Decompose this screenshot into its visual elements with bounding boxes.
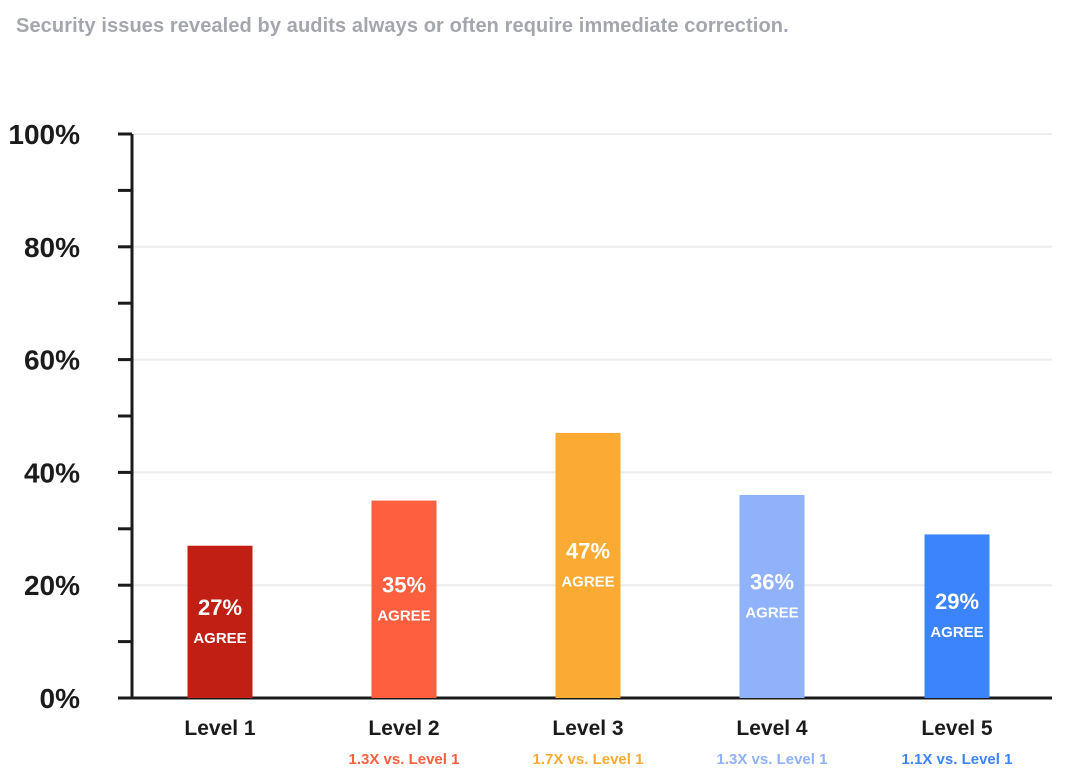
bar-sublabel: AGREE bbox=[930, 624, 983, 641]
comparison-label: 1.7X vs. Level 1 bbox=[533, 751, 644, 768]
y-tick-label: 0% bbox=[40, 683, 81, 714]
x-tick-label: Level 1 bbox=[184, 717, 256, 740]
bar-level-3 bbox=[555, 432, 621, 698]
bar-level-1 bbox=[187, 545, 253, 698]
bar-level-5 bbox=[924, 534, 990, 698]
bar-sublabel: AGREE bbox=[377, 607, 430, 624]
bar-sublabel: AGREE bbox=[561, 573, 614, 590]
bar-value-label: 36% bbox=[750, 569, 794, 594]
bar-sublabel: AGREE bbox=[193, 630, 246, 647]
y-tick-label: 60% bbox=[24, 345, 80, 376]
x-tick-label: Level 3 bbox=[552, 717, 623, 740]
bar-sublabel: AGREE bbox=[745, 604, 798, 621]
y-tick-label: 100% bbox=[8, 119, 80, 150]
bar-level-4 bbox=[739, 494, 805, 698]
y-tick-label: 20% bbox=[24, 570, 80, 601]
y-tick-label: 40% bbox=[24, 457, 80, 488]
bar-level-2 bbox=[371, 500, 437, 698]
bar-value-label: 27% bbox=[198, 595, 242, 620]
comparison-label: 1.3X vs. Level 1 bbox=[349, 751, 460, 768]
chart-subtitle: Security issues revealed by audits alway… bbox=[16, 15, 789, 37]
comparison-label: 1.3X vs. Level 1 bbox=[717, 751, 828, 768]
bar-value-label: 29% bbox=[935, 589, 979, 614]
x-tick-label: Level 2 bbox=[368, 717, 439, 740]
bar-value-label: 35% bbox=[382, 572, 426, 597]
y-tick-label: 80% bbox=[24, 232, 80, 263]
x-tick-label: Level 4 bbox=[736, 717, 808, 740]
x-tick-label: Level 5 bbox=[921, 717, 993, 740]
bar-value-label: 47% bbox=[566, 538, 610, 563]
comparison-label: 1.1X vs. Level 1 bbox=[902, 751, 1013, 768]
